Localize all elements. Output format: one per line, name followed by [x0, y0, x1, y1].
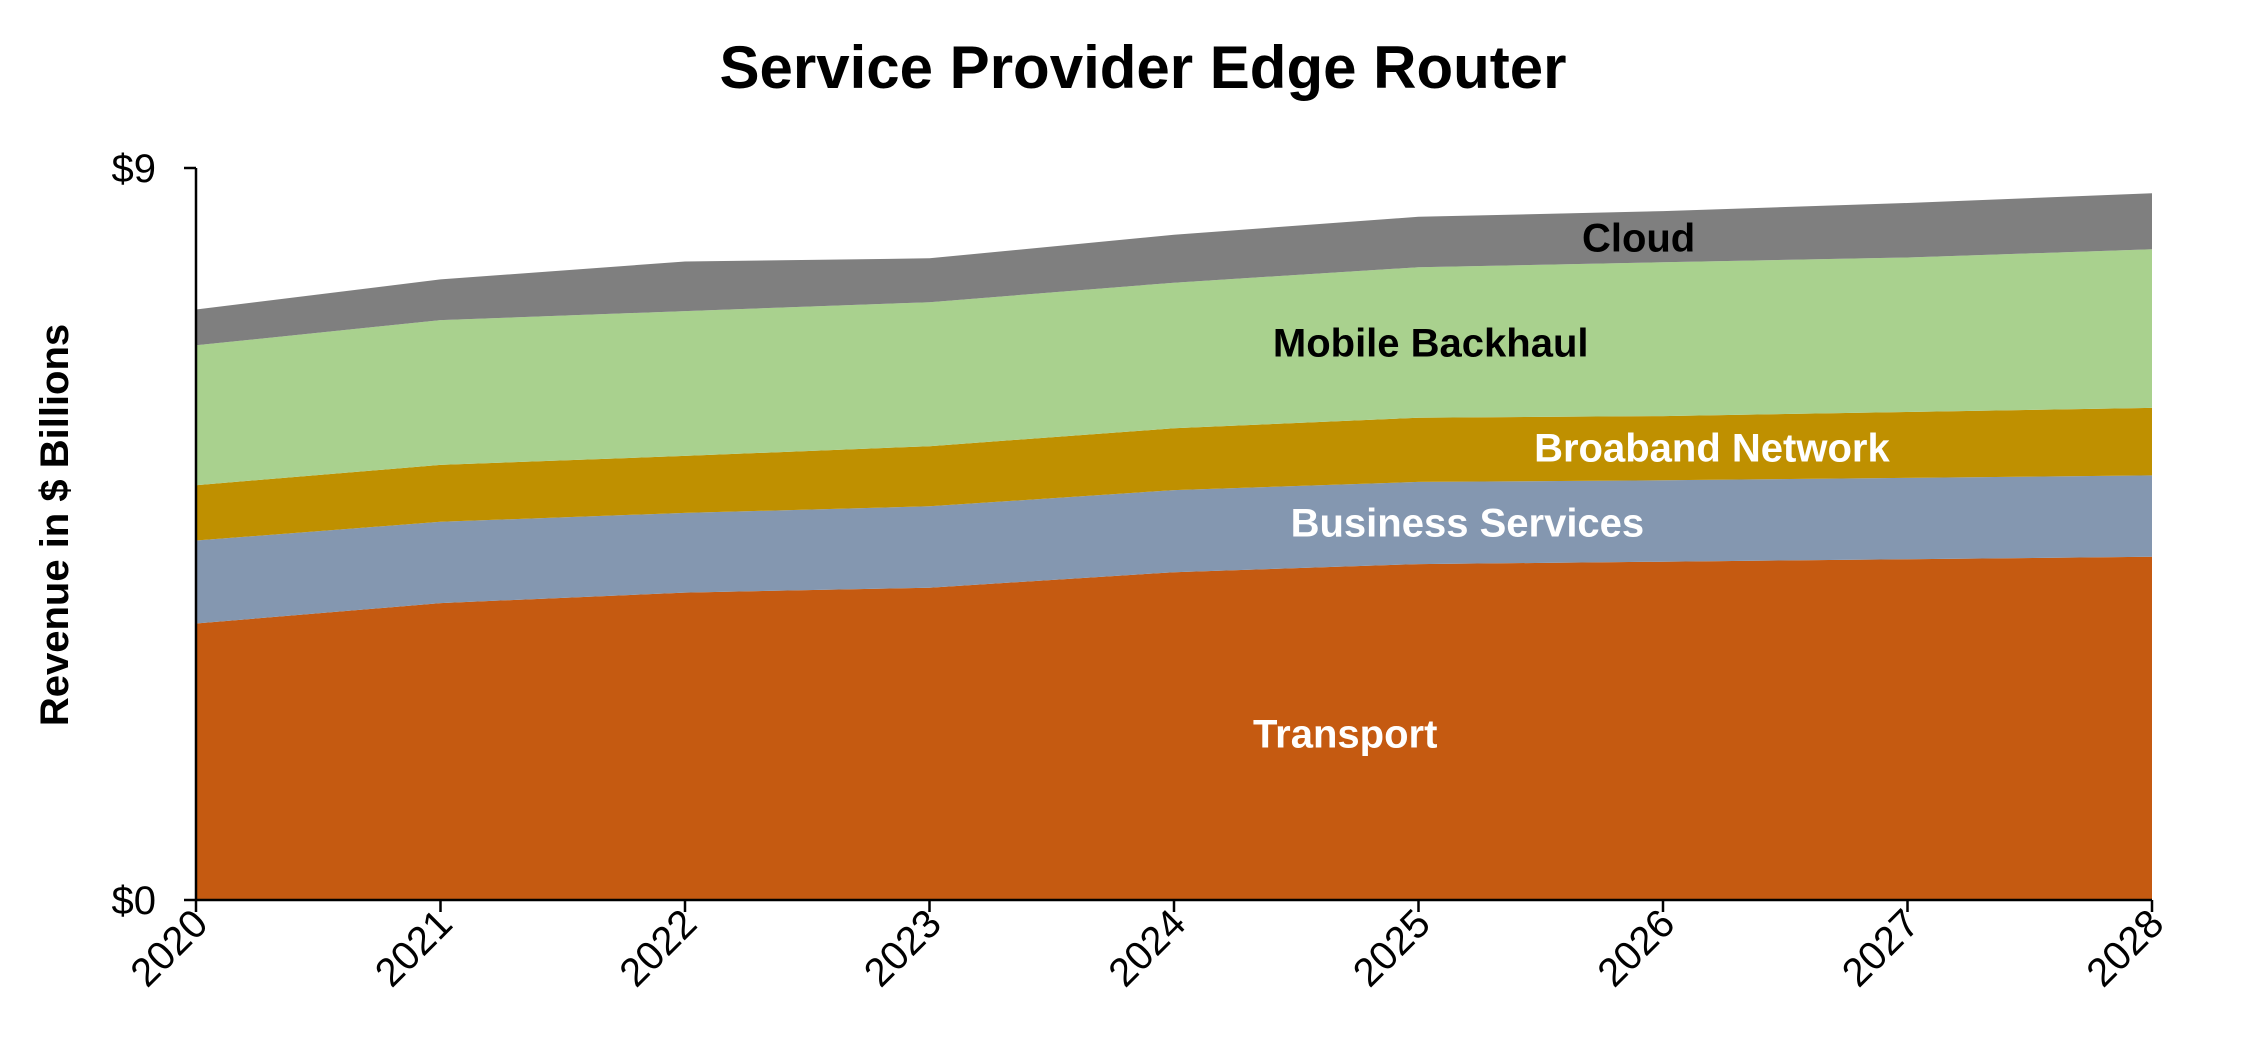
x-tick-label: 2022: [611, 901, 705, 995]
areas-layer: [196, 193, 2152, 900]
x-tick-label: 2024: [1100, 901, 1194, 995]
area-business-services: [196, 475, 2152, 624]
series-label-cloud: Cloud: [1582, 216, 1695, 260]
y-tick-label: $9: [112, 147, 157, 191]
series-label-mobile-backhaul: Mobile Backhaul: [1273, 321, 1589, 365]
x-tick-label: 2026: [1589, 901, 1683, 995]
area-mobile-backhaul: [196, 249, 2152, 486]
x-tick-label: 2025: [1345, 901, 1439, 995]
area-transport: [196, 556, 2152, 900]
x-tick-label: 2021: [367, 901, 461, 995]
series-label-business-services: Business Services: [1291, 502, 1645, 546]
y-axis-title: Revenue in $ Billions: [33, 324, 77, 726]
area-broaband-network: [196, 407, 2152, 541]
x-tick-label: 2023: [856, 901, 950, 995]
chart-title: Service Provider Edge Router: [720, 34, 1567, 101]
series-label-transport: Transport: [1253, 712, 1437, 756]
x-tick-label: 2027: [1834, 901, 1928, 995]
area-cloud: [196, 193, 2152, 346]
labels-layer: Transport Business Services Broaband Netwo…: [1253, 216, 1890, 756]
y-tick-label: $0: [112, 879, 157, 923]
series-label-broaband-network: Broaband Network: [1534, 427, 1890, 471]
x-tick-label: 2028: [2078, 901, 2172, 995]
